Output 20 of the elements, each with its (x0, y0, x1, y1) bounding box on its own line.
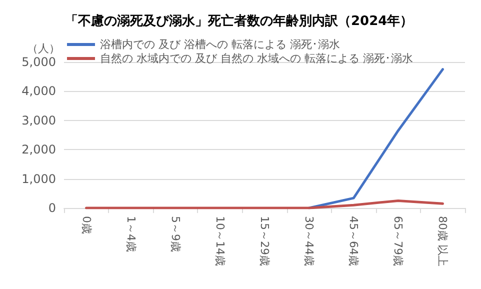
y-tick-label: 3,000 (22, 113, 56, 128)
y-tick-label: 2,000 (22, 142, 56, 157)
x-tick-label: 15～29歳 (258, 216, 271, 266)
x-tick-label: 1～4歳 (124, 216, 138, 252)
y-tick-label: 4,000 (22, 84, 56, 98)
line-series (85, 199, 444, 210)
y-tick-label: 1,000 (22, 172, 56, 186)
x-tick-label: 45～64歳 (347, 216, 360, 266)
x-tick-label: 80歳 以上 (436, 216, 450, 266)
y-tick-label: 0 (48, 201, 56, 215)
legend-label: 自然の 水域内での 及び 自然の 水域への 転落による 溺死･溺水 (100, 52, 413, 65)
chart-title: 「不慮の溺死及び溺水」死亡者数の年齢別内訳（2024年） (65, 13, 414, 29)
x-tick-label: 10～14歳 (213, 216, 226, 266)
y-tick-label: 5,000 (22, 55, 56, 69)
x-tick-label: 5～9歳 (168, 216, 182, 252)
x-tick-label: 30～44歳 (302, 216, 316, 266)
x-tick-label: 65～79歳 (392, 216, 405, 266)
y-axis-title: （人） (27, 42, 60, 55)
legend-label: 浴槽内での 及び 浴槽への 転落による 溺死･溺水 (100, 38, 340, 51)
x-tick-label: 0歳 (80, 216, 93, 234)
